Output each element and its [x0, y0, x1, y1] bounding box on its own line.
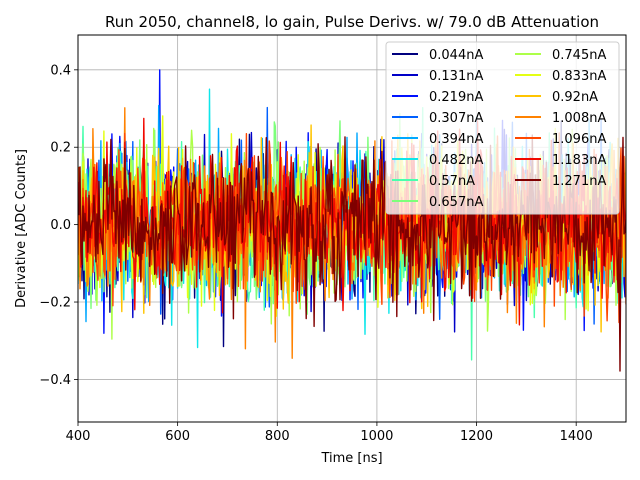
legend-label: 0.394nA — [429, 132, 483, 147]
legend-label: 1.183nA — [552, 153, 606, 168]
legend-label: 1.096nA — [552, 132, 606, 147]
x-tick-label: 800 — [265, 429, 290, 444]
chart-title: Run 2050, channel8, lo gain, Pulse Deriv… — [105, 13, 599, 31]
legend-label: 0.482nA — [429, 153, 483, 168]
series-line-1.271nA — [78, 134, 626, 372]
x-tick-label: 1000 — [360, 429, 393, 444]
legend-label: 0.307nA — [429, 111, 483, 126]
series-group — [78, 69, 626, 372]
legend-label: 1.271nA — [552, 174, 606, 189]
x-tick-label: 400 — [66, 429, 91, 444]
y-tick-label: −0.2 — [39, 296, 71, 311]
x-axis: 400 600 800 1000 1200 1400 — [66, 422, 593, 444]
legend-box — [385, 41, 620, 215]
legend-label: 0.92nA — [552, 90, 598, 105]
legend-label: 0.219nA — [429, 90, 483, 105]
legend-label: 0.044nA — [429, 48, 483, 63]
x-tick-label: 1200 — [460, 429, 493, 444]
y-axis: −0.4 −0.2 0.0 0.2 0.4 — [39, 63, 78, 388]
legend-label: 0.57nA — [429, 174, 475, 189]
legend-label: 0.745nA — [552, 48, 606, 63]
y-axis-label: Derivative [ADC Counts] — [14, 149, 29, 308]
legend-label: 0.657nA — [429, 195, 483, 210]
legend: 0.044nA 0.131nA 0.219nA 0.307nA 0.394nA 0.482… — [385, 41, 620, 215]
y-tick-label: 0.4 — [50, 63, 71, 78]
plot-frame — [77, 34, 627, 423]
y-tick-label: −0.4 — [39, 373, 71, 388]
legend-label: 0.131nA — [429, 69, 483, 84]
legend-label: 0.833nA — [552, 69, 606, 84]
x-tick-label: 600 — [165, 429, 190, 444]
y-tick-label: 0.2 — [50, 141, 71, 156]
legend-label: 1.008nA — [552, 111, 606, 126]
y-tick-label: 0.0 — [50, 218, 71, 233]
x-axis-label: Time [ns] — [320, 451, 382, 466]
x-tick-label: 1400 — [560, 429, 593, 444]
